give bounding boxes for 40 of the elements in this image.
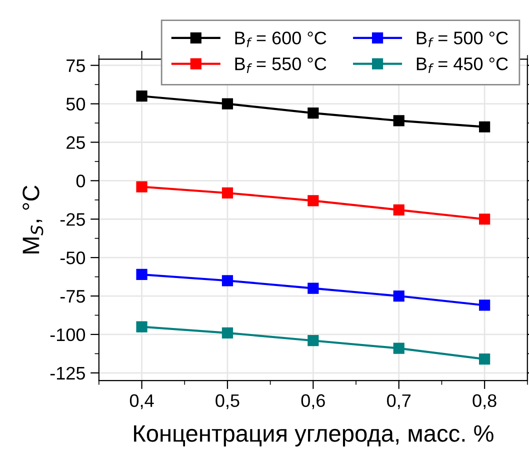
point [308,107,319,119]
legend-label: B$_{f}$ = 500 °C [416,32,508,48]
point [393,204,404,216]
y-tick-label: -75 [60,290,85,303]
point [479,121,490,132]
x-tick-label: 0,4 [130,394,154,410]
point [136,268,148,280]
legend-label: B$_{f}$ = 600 °C [235,32,326,48]
y-tick-label: 75 [66,59,85,72]
point [136,181,148,192]
legend-label: B$_{f}$ = 450 °C [416,57,508,74]
y-tick-label: -125 [50,366,85,380]
legend-label: B$_{f}$ = 550 °C [235,57,326,74]
point [308,195,319,206]
point [222,275,234,286]
point [222,327,234,338]
x-axis-title: Концентрация углерода, масс. % [134,425,494,447]
y-tick-label: 50 [66,98,86,111]
x-tick-label: 0,8 [472,394,496,410]
x-tick-label: 0,7 [387,394,411,410]
x-tick-label: 0,5 [216,394,240,410]
x-tick-label: 0,6 [301,394,325,410]
point [222,98,234,110]
point [479,300,490,311]
point [308,335,319,346]
point [393,342,404,354]
point [136,90,148,102]
point [308,282,319,294]
point [479,354,490,365]
y-axis-title: M$_{S}$, °C [22,186,44,254]
y-tick-label: 25 [66,136,85,149]
y-tick-label: -100 [50,328,86,342]
point [393,115,404,126]
y-tick-label: -25 [60,213,85,226]
y-tick-label: 0 [76,174,86,188]
point [479,214,490,225]
point [136,321,148,332]
point [393,290,404,302]
point [222,187,234,199]
y-tick-label: -50 [60,252,86,264]
